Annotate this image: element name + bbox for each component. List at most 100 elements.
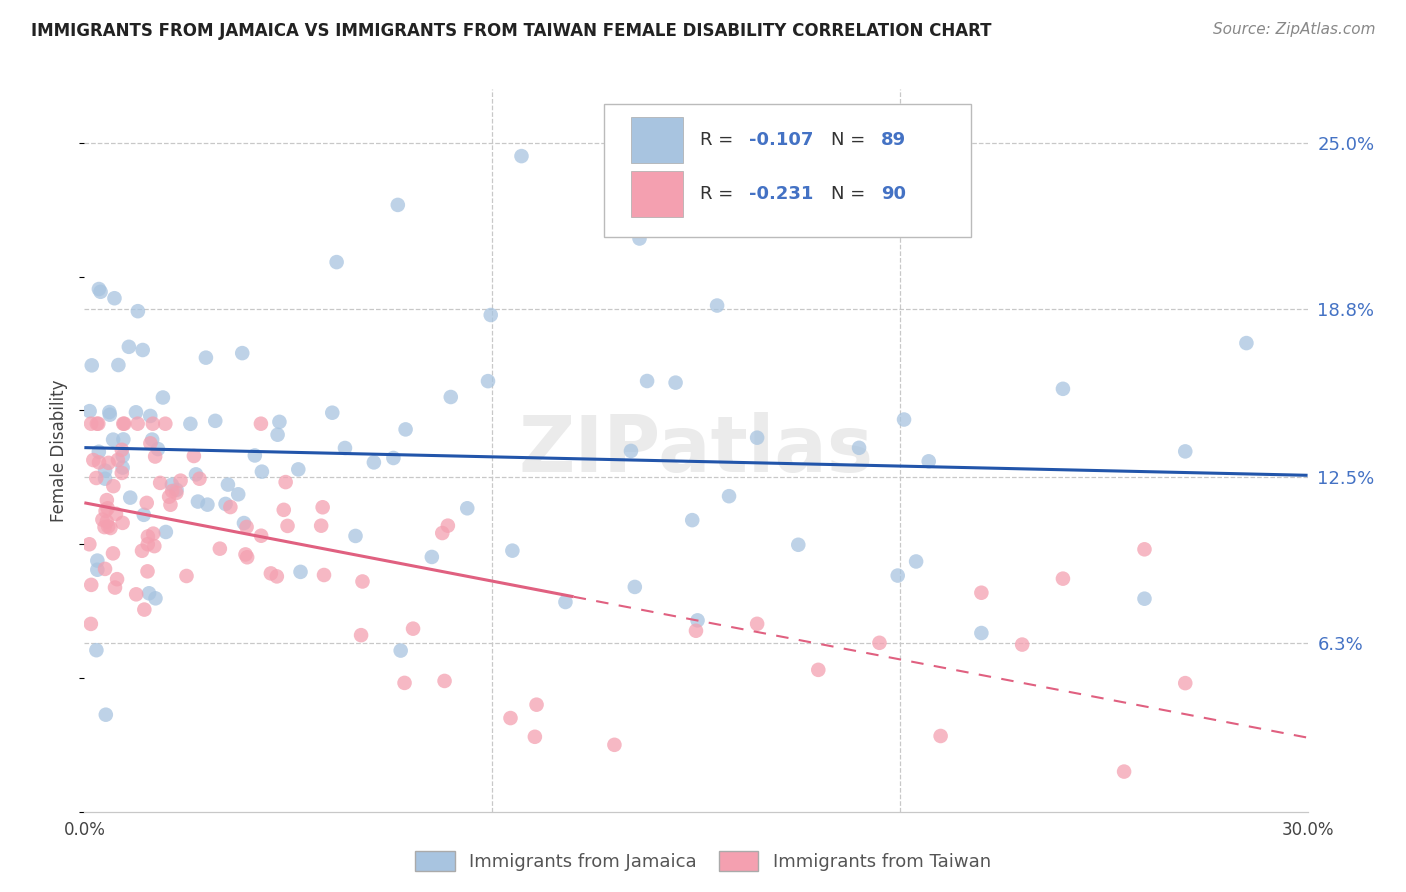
Point — [363, 455, 385, 469]
Point — [624, 580, 647, 594]
Point — [325, 255, 347, 269]
Point — [101, 433, 124, 447]
Point — [250, 465, 273, 479]
Point — [686, 613, 709, 627]
Point — [103, 291, 125, 305]
Point — [665, 376, 688, 390]
Point — [352, 574, 374, 589]
Point — [136, 537, 159, 551]
Point — [197, 498, 219, 512]
FancyBboxPatch shape — [631, 117, 682, 163]
Point — [127, 304, 149, 318]
Point — [273, 503, 295, 517]
Point — [287, 462, 309, 476]
Text: N =: N = — [831, 131, 870, 149]
Point — [886, 568, 908, 582]
Point — [1174, 676, 1197, 690]
Point — [1011, 638, 1033, 652]
Point — [160, 483, 183, 498]
Point — [155, 417, 177, 431]
Point — [125, 405, 148, 419]
Text: ZIPatlas: ZIPatlas — [519, 412, 873, 489]
Point — [111, 516, 134, 530]
Point — [510, 149, 533, 163]
Text: -0.107: -0.107 — [748, 131, 813, 149]
FancyBboxPatch shape — [631, 171, 682, 217]
Point — [219, 500, 242, 514]
Point — [1133, 591, 1156, 606]
Point — [1133, 542, 1156, 557]
Point — [90, 285, 112, 299]
Point — [136, 529, 159, 543]
Point — [118, 340, 141, 354]
Point — [499, 711, 522, 725]
Point — [91, 513, 114, 527]
Point — [136, 565, 159, 579]
Point — [554, 595, 576, 609]
FancyBboxPatch shape — [605, 103, 972, 237]
Text: IMMIGRANTS FROM JAMAICA VS IMMIGRANTS FROM TAIWAN FEMALE DISABILITY CORRELATION : IMMIGRANTS FROM JAMAICA VS IMMIGRANTS FR… — [31, 22, 991, 40]
Point — [718, 489, 741, 503]
Point — [131, 543, 153, 558]
Point — [807, 663, 830, 677]
Point — [139, 409, 162, 423]
Point — [146, 442, 169, 456]
Point — [269, 415, 291, 429]
Point — [143, 539, 166, 553]
Point — [1114, 764, 1136, 779]
Point — [86, 417, 108, 431]
Point — [135, 496, 157, 510]
Point — [523, 730, 546, 744]
Point — [194, 351, 217, 365]
Point — [176, 569, 198, 583]
Point — [290, 565, 312, 579]
Point — [905, 554, 928, 568]
Point — [266, 569, 288, 583]
Point — [179, 417, 201, 431]
Point — [389, 643, 412, 657]
Point — [747, 431, 769, 445]
Point — [440, 390, 463, 404]
Point — [157, 490, 180, 504]
Point — [87, 455, 110, 469]
Point — [747, 616, 769, 631]
Point — [97, 456, 120, 470]
Point — [274, 475, 297, 489]
Point — [120, 491, 142, 505]
Point — [127, 417, 149, 431]
Point — [344, 529, 367, 543]
Text: 90: 90 — [880, 185, 905, 203]
Point — [98, 405, 121, 419]
Point — [437, 518, 460, 533]
Point — [603, 738, 626, 752]
Point — [112, 433, 135, 447]
Point — [80, 359, 103, 373]
Point — [141, 433, 163, 447]
Point — [217, 477, 239, 491]
Point — [204, 414, 226, 428]
Point — [250, 529, 273, 543]
Point — [107, 453, 129, 467]
Point — [387, 198, 409, 212]
Point — [169, 474, 191, 488]
Point — [159, 498, 181, 512]
Point — [80, 578, 103, 592]
Point — [394, 676, 416, 690]
Point — [636, 374, 658, 388]
Point — [311, 500, 333, 515]
Point — [96, 493, 118, 508]
Text: N =: N = — [831, 185, 870, 203]
Point — [87, 417, 110, 431]
Point — [139, 436, 162, 450]
Point — [628, 231, 651, 245]
Point — [1052, 382, 1074, 396]
Point — [101, 546, 124, 560]
Point — [893, 412, 915, 426]
Text: R =: R = — [700, 185, 738, 203]
Point — [111, 442, 134, 457]
Point — [243, 449, 266, 463]
Point — [100, 521, 122, 535]
Point — [145, 591, 167, 606]
Point — [131, 343, 153, 357]
Point — [80, 616, 103, 631]
